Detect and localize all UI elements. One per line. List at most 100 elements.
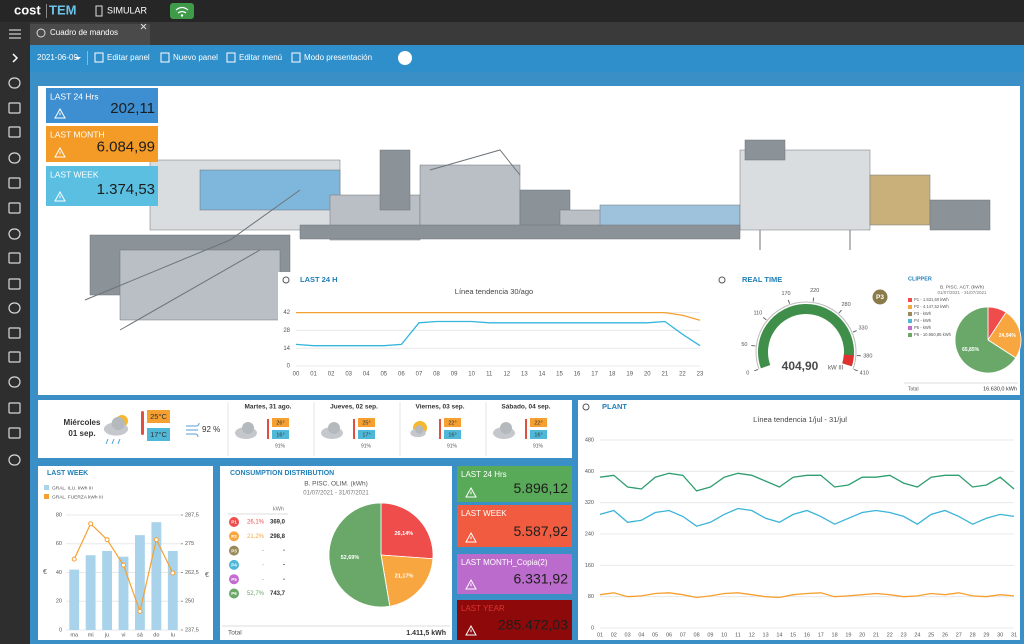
toolbar-action[interactable]: Modo presentación bbox=[304, 53, 372, 62]
expand-icon[interactable] bbox=[12, 53, 19, 63]
logo: cost bbox=[14, 2, 41, 17]
sidebar-icon[interactable] bbox=[8, 177, 21, 189]
sidebar-icon[interactable] bbox=[8, 427, 21, 439]
toolbar-action[interactable]: Editar panel bbox=[107, 53, 150, 62]
sidebar-icon[interactable] bbox=[8, 351, 21, 363]
panel bbox=[578, 400, 1020, 640]
panel-title: CLIPPER bbox=[908, 276, 932, 282]
kpi-label: LAST MONTH bbox=[50, 129, 105, 139]
tab-close[interactable] bbox=[140, 23, 147, 30]
zoom-icon[interactable] bbox=[582, 403, 590, 411]
x-tick-label: 02 bbox=[611, 632, 617, 638]
weather-day: Miércoles bbox=[64, 418, 101, 427]
y-tick-label: 160 bbox=[585, 563, 594, 569]
sidebar-icon[interactable] bbox=[8, 327, 21, 339]
sidebar-icon[interactable] bbox=[8, 77, 21, 89]
humidity: 91% bbox=[533, 443, 544, 449]
sidebar-icon[interactable] bbox=[8, 402, 21, 414]
zoom-icon[interactable] bbox=[282, 276, 290, 284]
x-tick-label: 03 bbox=[625, 632, 631, 638]
kwh: - bbox=[283, 562, 285, 568]
day-label: Martes, 31 ago. bbox=[245, 404, 292, 411]
kpi-tile[interactable] bbox=[457, 505, 572, 547]
bar bbox=[135, 535, 145, 630]
toolbar-action[interactable]: Editar menú bbox=[239, 53, 282, 62]
kpi-tile[interactable] bbox=[457, 554, 572, 594]
category-badge bbox=[229, 588, 239, 599]
kpi-tile[interactable] bbox=[457, 466, 572, 502]
action-icon[interactable] bbox=[291, 52, 301, 63]
tab-label[interactable]: Cuadro de mandos bbox=[50, 28, 118, 37]
gauge-tick-label: 170 bbox=[781, 291, 790, 297]
temp-min-box bbox=[444, 430, 461, 439]
x-tick-label: 09 bbox=[451, 372, 458, 378]
date-picker[interactable]: 2021-06-09 bbox=[37, 53, 78, 62]
dropdown-caret[interactable] bbox=[75, 57, 81, 60]
sidebar-icon[interactable] bbox=[8, 152, 21, 164]
pie-slice bbox=[328, 502, 391, 608]
kpi-value: 1.374,53 bbox=[97, 181, 155, 198]
sidebar-icon[interactable] bbox=[8, 376, 21, 388]
pie-slice bbox=[987, 311, 1022, 359]
zoom-icon[interactable] bbox=[718, 276, 726, 284]
kpi-tile[interactable] bbox=[46, 166, 158, 206]
action-icon[interactable] bbox=[226, 52, 236, 63]
temp-max: 25°C bbox=[150, 412, 167, 421]
gauge-tick bbox=[853, 368, 858, 372]
chart-title: B. PISC. ACT. (kWh) bbox=[940, 284, 984, 290]
temp-min: 16° bbox=[534, 432, 542, 438]
toolbar bbox=[30, 45, 1024, 72]
kwh: 298,8 bbox=[270, 534, 286, 540]
y-tick-label: 480 bbox=[585, 437, 594, 443]
sidebar-icon[interactable] bbox=[8, 202, 21, 214]
table-header: kWh bbox=[273, 506, 284, 512]
thermometer-icon bbox=[439, 419, 441, 439]
x-tick-label: 20 bbox=[859, 632, 865, 638]
total-value: 1.411,5 kWh bbox=[406, 630, 446, 637]
mode-icon bbox=[95, 5, 103, 17]
legend-label: GRAL. ILU. kWh III bbox=[52, 485, 93, 491]
action-icon[interactable] bbox=[160, 52, 170, 63]
sidebar-icon[interactable] bbox=[8, 126, 21, 138]
weather-icon bbox=[242, 422, 254, 434]
x-tick-label: 07 bbox=[680, 632, 686, 638]
menu-icon[interactable] bbox=[9, 29, 21, 39]
y2-tick-label: 237,5 bbox=[185, 627, 199, 633]
kwh: - bbox=[283, 577, 285, 583]
x-tick-label: 01 bbox=[310, 372, 317, 378]
machine-part bbox=[419, 164, 521, 236]
machine-part bbox=[379, 149, 411, 211]
day-label: Viernes, 03 sep. bbox=[415, 404, 464, 411]
sidebar-icon[interactable] bbox=[8, 454, 21, 466]
y-tick-label: 400 bbox=[585, 469, 594, 475]
thermometer-icon bbox=[353, 419, 355, 439]
gauge-tick bbox=[852, 330, 857, 333]
legend-label: P3 - kWh bbox=[914, 311, 932, 316]
toolbar-action[interactable]: Nuevo panel bbox=[173, 53, 218, 62]
x-tick-label: sá bbox=[137, 632, 144, 638]
kpi-tile[interactable] bbox=[457, 600, 572, 640]
y-tick-label: 80 bbox=[588, 594, 594, 600]
y2-tick-label: 262,5 bbox=[185, 570, 199, 576]
sidebar-icon[interactable] bbox=[8, 102, 21, 114]
x-tick-label: 08 bbox=[433, 372, 440, 378]
mode-label[interactable]: SIMULAR bbox=[107, 5, 148, 15]
kpi-value: 285.472,03 bbox=[498, 617, 568, 633]
action-icon[interactable] bbox=[94, 52, 104, 63]
tab[interactable] bbox=[30, 24, 150, 45]
sidebar-icon[interactable] bbox=[8, 252, 21, 264]
kpi-label: LAST YEAR bbox=[461, 604, 505, 613]
user-icon[interactable] bbox=[398, 51, 412, 65]
tab-icon bbox=[36, 28, 46, 38]
sidebar-icon[interactable] bbox=[8, 278, 21, 290]
panel bbox=[278, 272, 710, 380]
x-tick-label: 22 bbox=[887, 632, 893, 638]
x-tick-label: 07 bbox=[416, 372, 423, 378]
chart-title: Línea tendencia 30/ago bbox=[455, 287, 533, 296]
sidebar-icon[interactable] bbox=[8, 228, 21, 240]
line-series bbox=[295, 320, 701, 347]
sidebar-icon[interactable] bbox=[8, 302, 21, 314]
badge-label: P3 bbox=[876, 294, 884, 301]
x-tick-label: 16 bbox=[574, 372, 581, 378]
x-tick-label: 04 bbox=[638, 632, 644, 638]
